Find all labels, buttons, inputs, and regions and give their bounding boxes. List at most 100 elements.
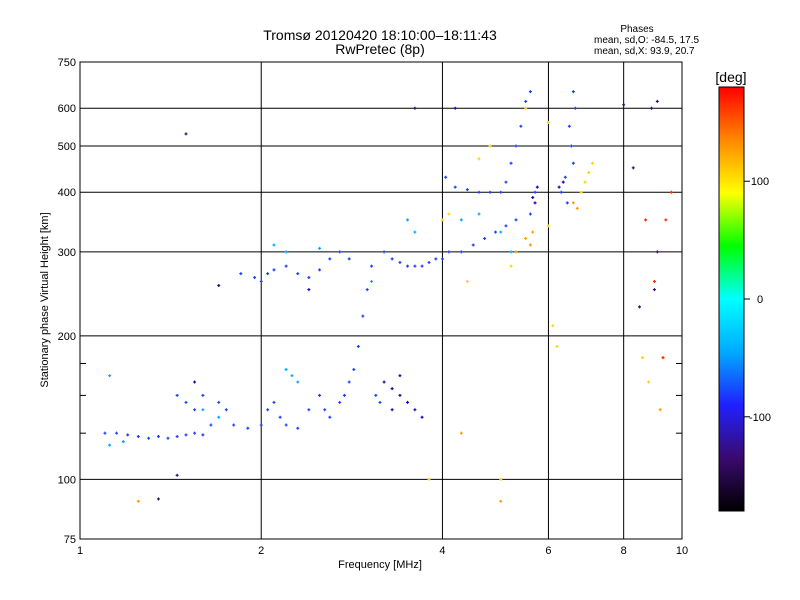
data-point bbox=[567, 124, 571, 128]
data-point bbox=[382, 380, 386, 384]
data-point bbox=[571, 201, 575, 205]
data-point bbox=[579, 190, 583, 194]
data-point bbox=[108, 443, 112, 447]
data-point bbox=[413, 408, 417, 412]
data-point bbox=[361, 314, 365, 318]
data-point bbox=[655, 250, 659, 254]
data-point bbox=[631, 166, 635, 170]
data-point bbox=[318, 246, 322, 250]
data-point bbox=[338, 400, 342, 404]
x-tick-label: 6 bbox=[545, 545, 551, 557]
data-point bbox=[370, 264, 374, 268]
y-axis-label: Stationary phase Virtual Height [km] bbox=[39, 212, 51, 387]
data-point bbox=[253, 276, 257, 280]
data-point bbox=[477, 212, 481, 216]
data-point bbox=[669, 190, 673, 194]
data-point bbox=[201, 408, 205, 412]
data-point bbox=[509, 264, 513, 268]
data-point bbox=[338, 250, 342, 254]
data-point bbox=[533, 201, 537, 205]
data-point bbox=[453, 185, 457, 189]
data-point bbox=[365, 288, 369, 292]
data-point bbox=[488, 190, 492, 194]
data-point bbox=[259, 279, 263, 283]
data-point bbox=[575, 206, 579, 210]
data-point bbox=[296, 272, 300, 276]
data-point bbox=[459, 218, 463, 222]
data-point bbox=[519, 124, 523, 128]
data-point bbox=[374, 393, 378, 397]
data-point bbox=[652, 279, 656, 283]
data-point bbox=[546, 121, 550, 125]
y-tick-label: 100 bbox=[58, 474, 76, 486]
data-point bbox=[652, 288, 656, 292]
data-point bbox=[440, 257, 444, 261]
data-point bbox=[444, 175, 448, 179]
data-point bbox=[193, 431, 197, 435]
data-point bbox=[166, 436, 170, 440]
data-point bbox=[563, 175, 567, 179]
data-point bbox=[193, 380, 197, 384]
data-points bbox=[103, 90, 673, 503]
data-point bbox=[524, 106, 528, 110]
x-tick-label: 8 bbox=[621, 545, 627, 557]
data-point bbox=[571, 161, 575, 165]
data-point bbox=[434, 257, 438, 261]
data-point bbox=[318, 268, 322, 272]
y-tick-label: 400 bbox=[58, 187, 76, 199]
data-point bbox=[193, 408, 197, 412]
data-point bbox=[641, 356, 645, 360]
data-point bbox=[531, 195, 535, 199]
data-point bbox=[471, 243, 475, 247]
data-point bbox=[644, 218, 648, 222]
data-point bbox=[356, 344, 360, 348]
chart-title: Tromsø 20120420 18:10:00–18:11:43 bbox=[263, 27, 497, 43]
data-point bbox=[499, 477, 503, 481]
data-point bbox=[184, 433, 188, 437]
data-point bbox=[504, 224, 508, 228]
data-point bbox=[504, 180, 508, 184]
data-point bbox=[307, 276, 311, 280]
data-point bbox=[465, 279, 469, 283]
data-point bbox=[307, 408, 311, 412]
data-point bbox=[406, 264, 410, 268]
data-point bbox=[658, 408, 662, 412]
data-point bbox=[328, 415, 332, 419]
data-point bbox=[427, 477, 431, 481]
data-point bbox=[459, 431, 463, 435]
data-point bbox=[246, 426, 250, 430]
data-point bbox=[650, 106, 654, 110]
data-point bbox=[390, 387, 394, 391]
data-point bbox=[555, 344, 559, 348]
data-point bbox=[413, 264, 417, 268]
data-point bbox=[121, 440, 125, 444]
data-point bbox=[587, 170, 591, 174]
data-point bbox=[420, 415, 424, 419]
data-point bbox=[284, 264, 288, 268]
data-point bbox=[514, 144, 518, 148]
data-point bbox=[266, 408, 270, 412]
data-point bbox=[406, 400, 410, 404]
data-point bbox=[398, 260, 402, 264]
data-point bbox=[569, 144, 573, 148]
data-point bbox=[528, 212, 532, 216]
data-point bbox=[477, 157, 481, 161]
data-point bbox=[347, 380, 351, 384]
data-point bbox=[465, 188, 469, 192]
data-point bbox=[184, 132, 188, 136]
data-point bbox=[284, 367, 288, 371]
data-point bbox=[278, 415, 282, 419]
data-point bbox=[440, 218, 444, 222]
data-point bbox=[583, 180, 587, 184]
data-point bbox=[535, 185, 539, 189]
data-point bbox=[307, 288, 311, 292]
colorbar-tick-label: 100 bbox=[751, 176, 769, 188]
x-tick-label: 1 bbox=[77, 545, 83, 557]
data-point bbox=[420, 264, 424, 268]
data-point bbox=[347, 257, 351, 261]
data-point bbox=[103, 431, 107, 435]
stats-o: mean, sd,O: -84.5, 17.5 bbox=[594, 35, 699, 46]
x-axis-label: Frequency [MHz] bbox=[338, 559, 422, 571]
data-point bbox=[546, 224, 550, 228]
data-point bbox=[655, 99, 659, 103]
